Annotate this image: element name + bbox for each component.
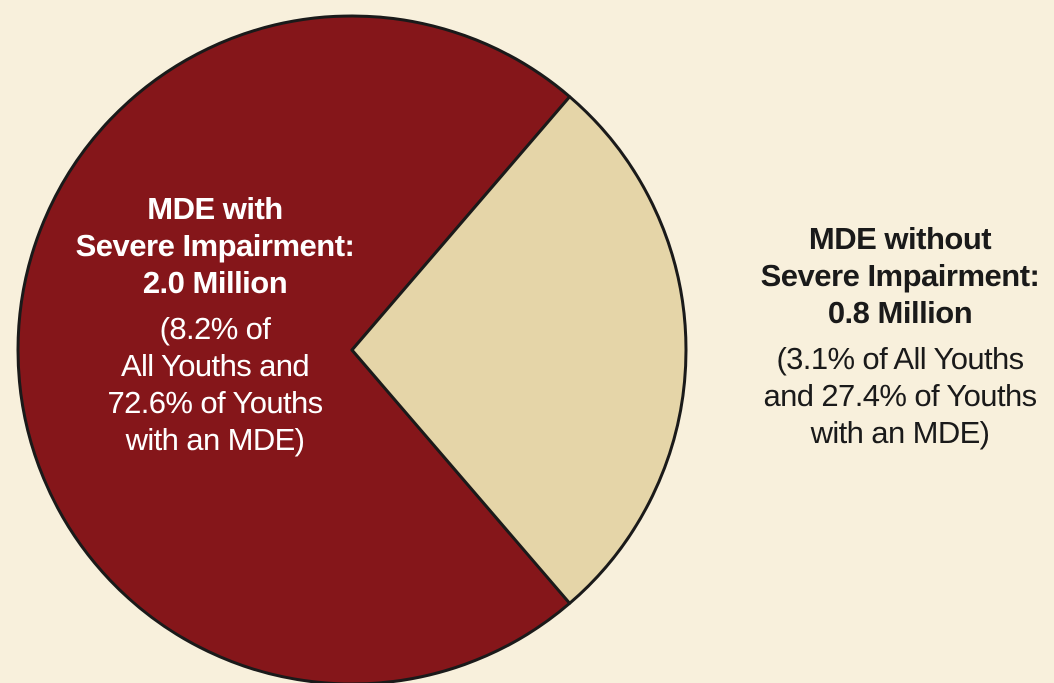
slice-sub-line4: with an MDE) — [125, 422, 305, 458]
pie-slice-without-severe-impairment — [350, 95, 688, 605]
slice-sub-line2: and 27.4% of Youths — [763, 377, 1037, 413]
slice-label-without-severe-impairment: MDE without Severe Impairment: 0.8 Milli… — [740, 220, 1054, 451]
pie-slice-severe-impairment — [16, 14, 572, 683]
slice-sub-line2: All Youths and — [120, 347, 310, 383]
slice-sub-line3: 72.6% of Youths — [107, 384, 323, 420]
slice-name-line2: Severe Impairment: — [760, 258, 1040, 294]
slice-label-severe-impairment: MDE with Severe Impairment: 2.0 Million … — [30, 190, 400, 458]
slice-name-line1: MDE without — [808, 221, 992, 256]
slice-sub-line1: (3.1% of All Youths — [776, 340, 1024, 376]
slice-sub-line1: (8.2% of — [159, 310, 271, 346]
slice-value-label: 0.8 Million — [827, 295, 973, 331]
slice-name-line2: Severe Impairment: — [75, 228, 355, 264]
slice-value-label: 2.0 Million — [142, 265, 288, 301]
slice-name-line1: MDE with — [147, 191, 283, 226]
slice-sub-line3: with an MDE) — [810, 414, 990, 450]
